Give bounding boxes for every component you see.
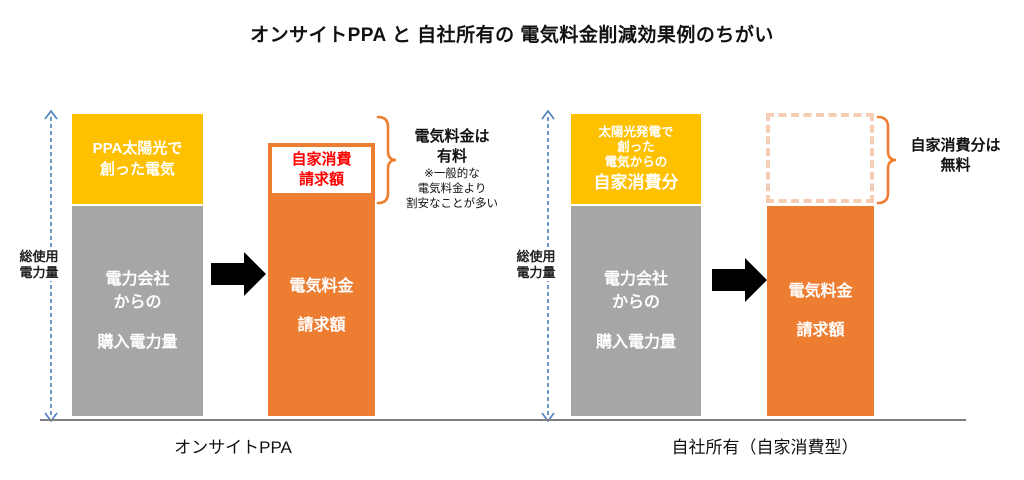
right-bill-line2: 請求額	[796, 321, 845, 339]
right-solar-label-line2: 創った	[617, 139, 655, 154]
left-annotation-main1: 電気料金は	[414, 128, 490, 145]
right-annotation-line2: 無料	[940, 157, 971, 174]
right-bill-amount-label: 電気料金 請求額	[767, 206, 874, 416]
right-annotation: 自家消費分は 無料	[893, 136, 1018, 176]
left-total-usage-bar: PPA太陽光で 創った電気 電力会社 からの 購入電力量	[72, 114, 203, 416]
left-bar-seam	[72, 204, 203, 206]
left-grid-label-line2: からの	[113, 294, 162, 311]
left-bill-bar: 自家消費 請求額 電気料金 請求額	[268, 143, 375, 416]
right-grid-label-line2: からの	[611, 294, 660, 311]
left-bill-line1: 電気料金	[289, 278, 354, 295]
left-solar-label-line2: 創った電気	[99, 161, 175, 178]
left-annotation-note3: 割安なことが多い	[406, 198, 498, 210]
right-grid-label-line1: 電力会社	[603, 271, 668, 288]
right-solar-label-emphasis: 自家消費分	[593, 172, 679, 192]
right-annotation-line1: 自家消費分は	[910, 137, 1001, 154]
left-annotation-note2: 電気料金より	[417, 183, 487, 195]
total-usage-label-left: 総使用 電力量	[10, 249, 68, 281]
right-bar-seam	[571, 204, 701, 206]
baseline-axis	[40, 419, 966, 421]
right-free-self-consumption-box	[766, 113, 874, 203]
total-usage-label-right: 総使用 電力量	[507, 249, 565, 281]
brace-icon-left	[376, 115, 397, 205]
left-grid-label-line3: 購入電力量	[97, 334, 178, 351]
right-caption: 自社所有（自家消費型）	[671, 438, 859, 457]
left-annotation-note1: ※一般的な	[424, 168, 480, 180]
left-bill-amount-label: 電気料金 請求額	[268, 197, 375, 416]
left-annotation: 電気料金は 有料 ※一般的な 電気料金より 割安なことが多い	[396, 127, 508, 212]
right-bill-line1: 電気料金	[788, 282, 853, 300]
right-arrow-icon-right-diagram	[712, 258, 767, 302]
right-bill-bar: 電気料金 請求額	[767, 206, 874, 416]
total-usage-label-right-line2: 電力量	[516, 265, 556, 280]
page-title: オンサイトPPA と 自社所有の 電気料金削減効果例のちがい	[250, 25, 774, 46]
right-arrow-icon-left-diagram	[211, 252, 266, 296]
left-grid-label-line1: 電力会社	[105, 271, 170, 288]
right-grid-purchase-segment: 電力会社 からの 購入電力量	[571, 206, 701, 416]
left-selfbox-line1: 自家消費	[291, 151, 352, 168]
left-annotation-main2: 有料	[436, 148, 467, 165]
right-solar-label-line3: 電気からの	[604, 154, 668, 169]
brace-icon-right	[876, 115, 897, 205]
right-solar-label-line1: 太陽光発電で	[598, 124, 674, 139]
left-solar-label-line1: PPA太陽光で	[92, 140, 183, 157]
left-bill-line2: 請求額	[297, 317, 346, 334]
left-self-consumption-billed-box: 自家消費 請求額	[268, 143, 375, 197]
left-selfbox-line2: 請求額	[298, 171, 344, 188]
total-usage-label-left-line2: 電力量	[19, 265, 59, 280]
right-solar-self-consumption-segment: 太陽光発電で 創った 電気からの 自家消費分	[571, 114, 701, 204]
right-grid-label-line3: 購入電力量	[595, 334, 676, 351]
right-total-usage-bar: 太陽光発電で 創った 電気からの 自家消費分 電力会社 からの 購入電力量	[571, 114, 701, 416]
left-ppa-solar-segment: PPA太陽光で 創った電気	[72, 114, 203, 204]
total-usage-label-right-line1: 総使用	[516, 249, 556, 264]
total-usage-label-left-line1: 総使用	[19, 249, 59, 264]
left-caption: オンサイトPPA	[174, 438, 292, 457]
left-grid-purchase-segment: 電力会社 からの 購入電力量	[72, 206, 203, 416]
